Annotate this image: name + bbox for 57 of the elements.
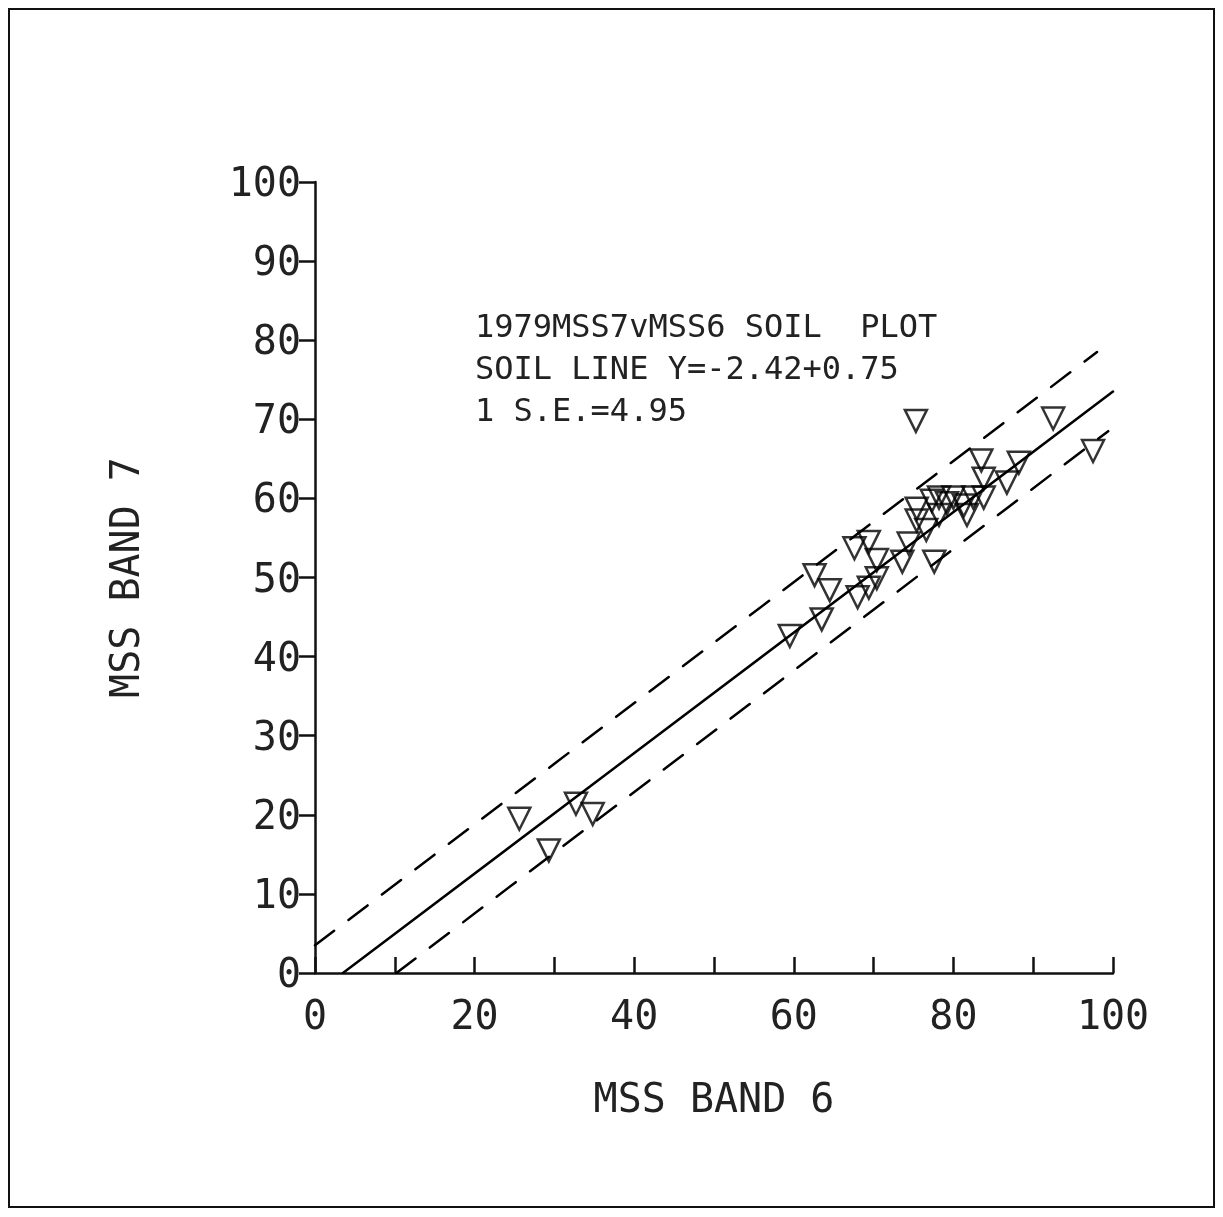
point <box>864 547 890 573</box>
y-tick-label: 20 <box>252 791 301 838</box>
point <box>969 448 994 473</box>
point <box>954 502 980 528</box>
y-tick-label: 40 <box>252 633 301 680</box>
point <box>580 801 605 827</box>
x-tick-label: 60 <box>769 992 818 1038</box>
point <box>919 488 945 514</box>
point <box>507 806 532 832</box>
point <box>845 585 870 610</box>
point <box>817 577 842 603</box>
point <box>856 575 882 601</box>
point <box>904 508 929 533</box>
point <box>896 531 921 556</box>
point <box>951 493 977 518</box>
y-axis-title: MSS BAND 7 <box>102 457 148 698</box>
point <box>1080 438 1106 464</box>
y-tick-label: 100 <box>228 159 301 205</box>
point <box>922 549 947 574</box>
y-tick-label: 0 <box>276 950 301 996</box>
y-tick-label: 80 <box>252 317 301 364</box>
point <box>809 607 834 632</box>
y-tick-label: 50 <box>252 554 301 601</box>
point <box>941 485 966 510</box>
y-tick-label: 90 <box>252 238 301 285</box>
x-tick-label: 40 <box>610 992 659 1038</box>
point <box>926 485 952 510</box>
y-tick-label: 70 <box>252 396 301 443</box>
annotation: SOIL LINE Y=-2.42+0.75 <box>475 349 899 387</box>
x-axis-title: MSS BAND 6 <box>593 1075 835 1121</box>
point <box>856 529 882 555</box>
y-tick-label: 60 <box>252 475 301 522</box>
point <box>994 470 1020 495</box>
y-tick-label: 10 <box>252 870 301 917</box>
point <box>1006 450 1032 476</box>
x-tick-label: 20 <box>450 992 499 1038</box>
point <box>864 566 890 591</box>
point <box>777 623 803 649</box>
point <box>971 466 996 491</box>
point <box>914 517 939 543</box>
x-tick-label: 80 <box>929 992 978 1038</box>
point <box>934 490 960 516</box>
annotation: 1 S.E.=4.95 <box>475 391 687 429</box>
point <box>890 549 915 574</box>
point <box>563 791 589 816</box>
x-tick-label: 100 <box>1076 992 1150 1038</box>
point <box>1040 406 1066 431</box>
point <box>971 485 996 510</box>
point <box>961 485 986 510</box>
y-tick-label: 30 <box>252 712 301 759</box>
point <box>904 496 929 521</box>
point <box>842 535 867 561</box>
point <box>903 408 929 434</box>
point <box>802 562 827 588</box>
annotation: 1979MSS7vMSS6 SOIL PLOT <box>475 307 938 345</box>
point <box>926 502 952 528</box>
point <box>536 838 562 863</box>
